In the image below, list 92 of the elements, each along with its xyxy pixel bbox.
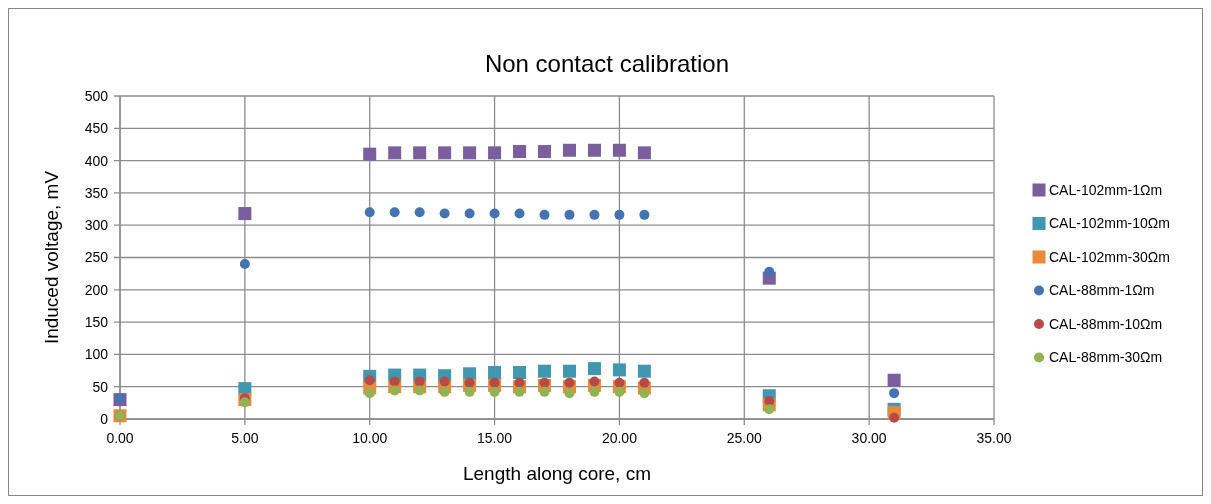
point bbox=[488, 365, 502, 379]
point bbox=[614, 386, 625, 397]
point bbox=[589, 376, 600, 387]
x-tick-label: 20.00 bbox=[601, 430, 638, 446]
point bbox=[364, 207, 375, 218]
point bbox=[513, 365, 527, 379]
point bbox=[612, 363, 626, 377]
x-tick-label: 30.00 bbox=[851, 430, 887, 446]
chart-title: Non contact calibration bbox=[484, 50, 730, 77]
y-tick-label: 300 bbox=[84, 217, 109, 234]
point bbox=[764, 395, 775, 406]
point bbox=[538, 364, 552, 378]
y-tick-label: 250 bbox=[84, 249, 109, 266]
y-axis-title: Induced voltage, mV bbox=[41, 170, 62, 345]
point bbox=[637, 146, 651, 160]
x-axis-title: Length along core, cm bbox=[462, 463, 652, 484]
point bbox=[438, 146, 452, 160]
point bbox=[587, 143, 601, 157]
point bbox=[589, 386, 600, 397]
x-tick-label: 35.00 bbox=[976, 430, 1012, 446]
point bbox=[363, 147, 377, 161]
point bbox=[514, 386, 525, 397]
point bbox=[364, 388, 375, 399]
point bbox=[538, 145, 552, 159]
point bbox=[414, 207, 425, 218]
point bbox=[238, 207, 252, 221]
point bbox=[564, 209, 575, 220]
point bbox=[489, 386, 500, 397]
point bbox=[364, 375, 375, 386]
point bbox=[764, 404, 775, 415]
x-tick-label: 15.00 bbox=[477, 430, 513, 446]
point bbox=[637, 364, 651, 378]
point bbox=[764, 266, 775, 277]
point bbox=[639, 377, 650, 388]
x-tick-label: 0.00 bbox=[106, 430, 134, 446]
y-tick-label: 0 bbox=[100, 410, 109, 427]
point bbox=[489, 377, 500, 388]
point bbox=[439, 208, 450, 219]
point bbox=[488, 146, 502, 160]
point bbox=[389, 385, 400, 396]
point bbox=[464, 386, 475, 397]
y-tick-label: 350 bbox=[84, 184, 109, 201]
point bbox=[639, 388, 650, 399]
point bbox=[389, 207, 400, 218]
point bbox=[539, 209, 550, 220]
point bbox=[589, 209, 600, 220]
legend-label: CAL-102mm-1Ωm bbox=[1049, 181, 1163, 198]
y-tick-label: 450 bbox=[84, 120, 109, 137]
point bbox=[514, 208, 525, 219]
point bbox=[239, 397, 250, 408]
point bbox=[564, 377, 575, 388]
legend-label: CAL-88mm-30Ωm bbox=[1049, 349, 1163, 366]
point bbox=[389, 376, 400, 387]
point bbox=[539, 386, 550, 397]
y-tick-label: 400 bbox=[84, 152, 109, 169]
point bbox=[414, 376, 425, 387]
x-tick-label: 5.00 bbox=[231, 430, 259, 446]
y-tick-label: 200 bbox=[84, 281, 109, 298]
point bbox=[562, 143, 576, 157]
point bbox=[439, 386, 450, 397]
y-tick-label: 50 bbox=[92, 378, 109, 395]
point bbox=[463, 146, 477, 160]
x-tick-label: 10.00 bbox=[352, 430, 388, 446]
x-tick-label: 25.00 bbox=[726, 430, 763, 446]
point bbox=[887, 373, 901, 387]
y-tick-label: 150 bbox=[84, 314, 109, 330]
y-tick-label: 500 bbox=[84, 87, 109, 104]
point bbox=[639, 209, 650, 220]
point bbox=[564, 388, 575, 399]
point bbox=[889, 388, 900, 399]
legend-label: CAL-88mm-10Ωm bbox=[1049, 315, 1163, 332]
point bbox=[614, 209, 625, 220]
point bbox=[514, 377, 525, 388]
point bbox=[464, 377, 475, 388]
point bbox=[414, 385, 425, 396]
point bbox=[562, 364, 576, 378]
point bbox=[612, 143, 626, 157]
point bbox=[388, 146, 402, 160]
legend-label: CAL-102mm-30Ωm bbox=[1049, 248, 1170, 265]
point bbox=[587, 362, 601, 376]
y-tick-label: 100 bbox=[84, 346, 109, 363]
point bbox=[239, 258, 250, 269]
legend-label: CAL-102mm-10Ωm bbox=[1049, 215, 1170, 232]
point bbox=[539, 377, 550, 388]
point bbox=[464, 208, 475, 219]
point bbox=[489, 208, 500, 219]
point bbox=[413, 146, 427, 160]
legend-label: CAL-88mm-1Ωm bbox=[1049, 282, 1155, 299]
point bbox=[614, 377, 625, 388]
point bbox=[513, 145, 527, 159]
point bbox=[889, 412, 900, 423]
point bbox=[439, 376, 450, 387]
